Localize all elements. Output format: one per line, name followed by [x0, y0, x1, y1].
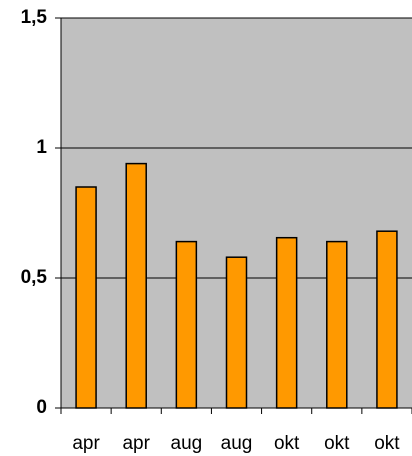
x-tick-label: apr: [72, 433, 100, 454]
y-tick-label: 0: [36, 397, 47, 418]
y-axis-tick-labels: 0 0,5 1 1,5: [21, 7, 48, 418]
bar: [225, 256, 248, 409]
bar: [326, 240, 348, 409]
x-tick-label: okt: [274, 433, 300, 454]
y-tick-label: 0,5: [21, 267, 48, 288]
x-tick-label: aug: [221, 433, 253, 454]
x-tick-label: aug: [171, 433, 203, 454]
bar: [275, 236, 298, 409]
bars: [75, 162, 398, 409]
x-tick-label: apr: [122, 433, 150, 454]
x-tick-label: okt: [374, 433, 400, 454]
bar: [376, 230, 398, 409]
bar: [125, 162, 147, 409]
bar: [175, 240, 198, 409]
y-tick-label: 1,5: [21, 7, 48, 28]
x-tick-label: okt: [324, 433, 350, 454]
y-tick-label: 1: [36, 137, 47, 158]
bar: [75, 186, 97, 409]
axes: [55, 17, 412, 414]
x-axis-tick-labels: apr apr aug aug okt okt okt: [72, 433, 400, 454]
